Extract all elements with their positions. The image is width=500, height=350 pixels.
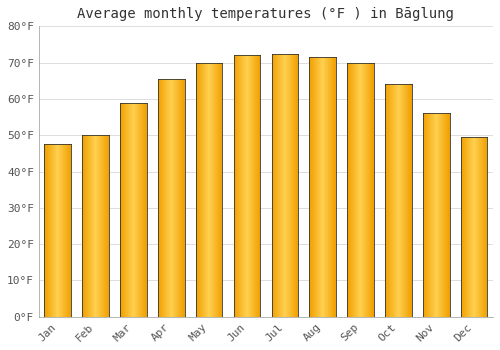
Title: Average monthly temperatures (°F ) in Bāglung: Average monthly temperatures (°F ) in Bā…: [78, 7, 454, 21]
